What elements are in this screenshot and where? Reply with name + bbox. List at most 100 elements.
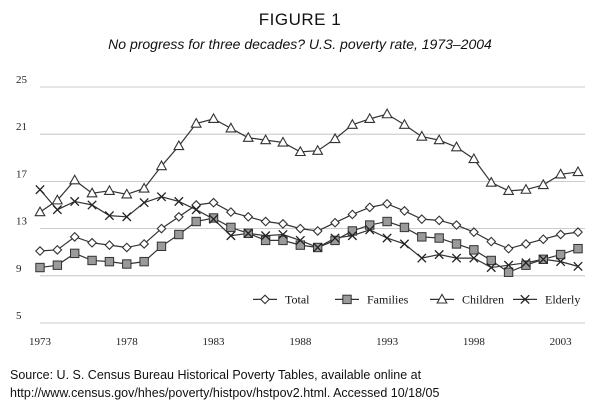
poverty-line-chart: 5 9 13 17 21 25 1973 1978 1983 1988 1993 1998 2003 To… [16, 74, 585, 348]
data-point-children [242, 131, 254, 142]
data-point-children [207, 112, 220, 124]
data-point-children [225, 122, 237, 133]
data-point-elderly [382, 233, 392, 243]
data-point-families [469, 245, 479, 255]
data-point-families [70, 248, 80, 259]
y-tick-label: 13 [16, 216, 28, 228]
data-point-families [451, 239, 462, 249]
data-point-elderly [538, 254, 548, 264]
data-point-families [417, 232, 427, 242]
data-point-children [572, 165, 584, 177]
data-point-total [538, 234, 549, 245]
data-point-children [346, 118, 359, 129]
data-point-children [485, 176, 497, 187]
data-point-children [416, 130, 428, 141]
data-point-total [364, 202, 375, 213]
x-tick-label: 1993 [376, 336, 399, 348]
data-point-elderly [313, 242, 323, 253]
data-point-children [259, 133, 272, 145]
data-point-families [555, 249, 566, 260]
data-point-total [139, 238, 150, 249]
data-point-elderly [139, 197, 149, 208]
data-point-children [51, 194, 64, 205]
y-tick-label: 5 [16, 310, 22, 322]
data-point-elderly [87, 200, 97, 210]
data-point-children [34, 205, 46, 217]
data-point-children [68, 174, 81, 185]
legend-marker-elderly [520, 294, 530, 305]
data-point-families [35, 262, 45, 273]
data-point-families [260, 235, 271, 246]
data-point-elderly [503, 260, 514, 270]
data-point-families [573, 243, 583, 254]
data-point-elderly [104, 210, 115, 221]
data-point-total [573, 227, 583, 238]
data-point-elderly [208, 214, 219, 224]
data-point-families [156, 241, 167, 252]
data-point-total [486, 236, 497, 247]
data-point-children [138, 182, 150, 193]
data-point-families [122, 259, 132, 269]
data-point-families [139, 256, 149, 267]
data-point-total [87, 237, 98, 248]
data-point-families [295, 240, 306, 250]
data-point-elderly [573, 261, 583, 272]
data-point-total [243, 211, 254, 222]
legend-marker-children [436, 293, 448, 304]
data-point-elderly [278, 229, 288, 240]
data-point-total [260, 216, 271, 227]
data-point-children [294, 145, 307, 157]
x-tick-label: 1973 [29, 336, 52, 348]
data-point-children [277, 136, 289, 147]
data-point-total [434, 215, 445, 226]
data-point-families [174, 229, 184, 240]
figure-subtitle: No progress for three decades? U.S. pove… [108, 36, 492, 52]
data-point-families [521, 260, 531, 270]
data-point-total [330, 217, 341, 228]
figure-title: FIGURE 1 [258, 10, 342, 29]
data-point-total [312, 225, 323, 236]
data-point-families [278, 235, 288, 246]
x-tick-label: 1998 [463, 336, 486, 348]
data-point-elderly [122, 212, 132, 222]
data-point-total [503, 243, 514, 254]
data-point-children [173, 139, 185, 151]
legend-marker-families [342, 294, 352, 305]
data-point-elderly [156, 192, 167, 202]
data-point-elderly [191, 205, 201, 215]
data-point-children [155, 159, 168, 171]
data-point-children [537, 178, 550, 190]
data-point-elderly [399, 239, 410, 249]
data-point-children [103, 184, 116, 195]
data-point-elderly [330, 233, 340, 243]
data-point-children [121, 188, 133, 199]
data-point-elderly [174, 196, 184, 207]
data-point-children [468, 152, 480, 164]
data-point-children [329, 132, 341, 144]
data-point-total [121, 242, 132, 253]
x-tick-label: 1978 [116, 336, 139, 348]
data-point-elderly [35, 185, 45, 195]
data-point-total [468, 227, 479, 238]
data-point-total [35, 246, 45, 256]
data-point-families [347, 226, 358, 236]
data-point-elderly [295, 235, 305, 246]
data-point-children [190, 117, 202, 128]
data-point-children [398, 118, 411, 129]
data-point-families [503, 267, 514, 277]
data-point-total [208, 197, 219, 208]
data-point-total [382, 198, 393, 209]
data-point-elderly [451, 253, 462, 263]
data-point-families [191, 216, 201, 227]
source-line-1: Source: U. S. Census Bureau Historical P… [10, 368, 422, 382]
data-point-elderly [243, 228, 253, 238]
data-point-total [416, 214, 427, 225]
data-point-families [330, 235, 340, 246]
y-tick-label: 21 [16, 121, 27, 133]
data-point-elderly [555, 256, 566, 267]
data-point-elderly [347, 231, 358, 241]
data-point-elderly [226, 231, 236, 241]
data-point-elderly [486, 262, 496, 273]
data-point-children [381, 108, 393, 119]
legend-label-children: Children [462, 292, 504, 306]
